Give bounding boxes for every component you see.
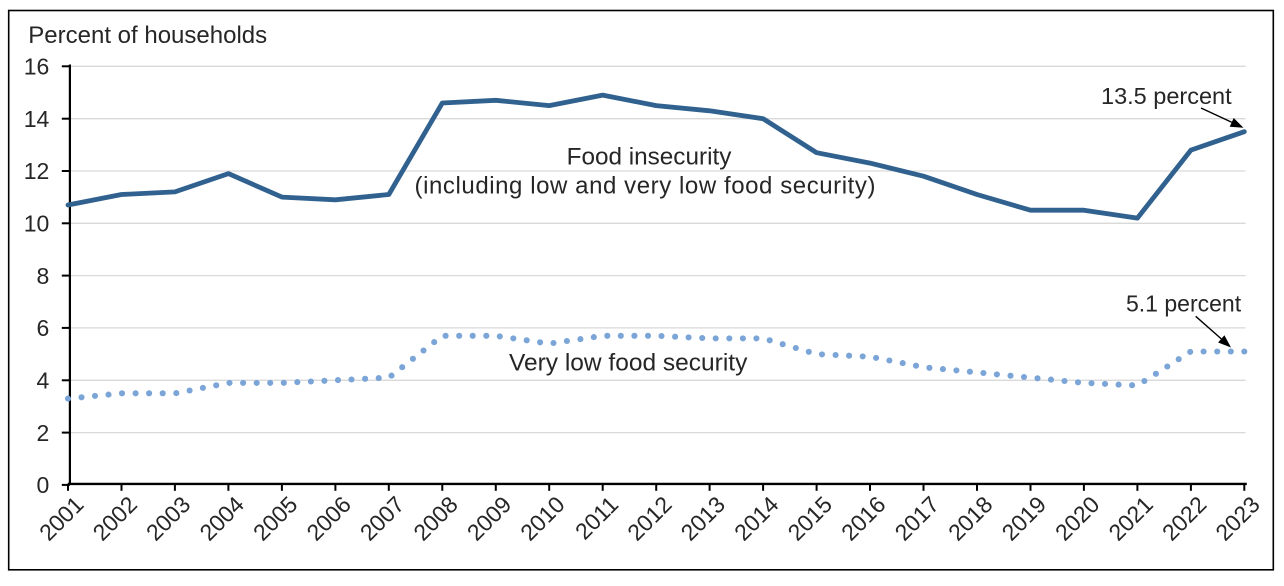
svg-text:14: 14 [24,106,50,132]
svg-text:5.1 percent: 5.1 percent [1126,291,1242,317]
svg-text:13.5 percent: 13.5 percent [1101,83,1232,109]
svg-text:0: 0 [37,472,50,498]
svg-text:8: 8 [37,263,50,289]
svg-text:12: 12 [24,158,50,184]
svg-text:Very low food security: Very low food security [509,349,748,376]
svg-text:4: 4 [37,368,50,394]
svg-text:Percent of households: Percent of households [28,22,267,49]
svg-text:2: 2 [37,420,50,446]
svg-text:(including low and very low fo: (including low and very low food securit… [415,173,876,200]
svg-text:Food insecurity: Food insecurity [567,144,733,171]
svg-text:6: 6 [37,315,50,341]
svg-text:16: 16 [24,54,50,80]
svg-text:10: 10 [24,211,50,237]
